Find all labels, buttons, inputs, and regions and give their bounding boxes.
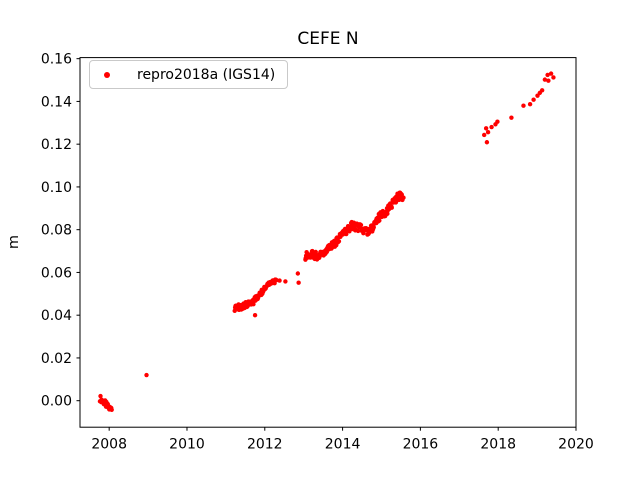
y-tick-label: 0.10 bbox=[41, 180, 72, 196]
data-point bbox=[495, 119, 500, 124]
data-point bbox=[389, 205, 394, 210]
data-point bbox=[344, 231, 349, 237]
data-point bbox=[542, 77, 548, 82]
data-point bbox=[401, 195, 406, 200]
data-point bbox=[109, 407, 114, 412]
data-point bbox=[371, 225, 376, 230]
x-tick-label: 2008 bbox=[91, 437, 127, 453]
axes-frame bbox=[79, 57, 577, 428]
data-point bbox=[252, 312, 258, 318]
y-tick-label: 0.12 bbox=[41, 137, 72, 153]
data-point bbox=[144, 372, 149, 378]
data-point bbox=[489, 124, 494, 130]
data-point bbox=[509, 115, 514, 120]
y-tick-label: 0.14 bbox=[41, 94, 72, 110]
y-tick-label: 0.08 bbox=[41, 223, 72, 239]
y-tick-label: 0.04 bbox=[41, 308, 72, 324]
x-tick-label: 2016 bbox=[403, 437, 439, 453]
x-tick-label: 2018 bbox=[480, 437, 516, 453]
x-tick-label: 2014 bbox=[325, 437, 361, 453]
data-point bbox=[545, 72, 550, 78]
data-point bbox=[521, 103, 526, 108]
data-point bbox=[481, 132, 487, 138]
y-tick-label: 0.06 bbox=[41, 265, 72, 281]
data-point bbox=[551, 75, 556, 80]
data-point bbox=[358, 222, 364, 228]
data-point bbox=[484, 140, 490, 145]
data-point bbox=[336, 239, 342, 244]
data-point bbox=[531, 97, 536, 102]
chart-title: CEFE N bbox=[297, 29, 359, 49]
legend: repro2018a (IGS14) bbox=[89, 60, 289, 89]
data-point bbox=[485, 130, 491, 135]
scatter-series bbox=[97, 71, 556, 412]
data-point bbox=[539, 88, 545, 93]
data-point bbox=[527, 102, 533, 107]
data-point bbox=[283, 279, 288, 284]
y-tick-label: 0.02 bbox=[41, 351, 72, 367]
data-point bbox=[546, 78, 551, 83]
data-point bbox=[377, 218, 382, 223]
legend-marker-dot bbox=[104, 71, 110, 78]
data-point bbox=[251, 301, 256, 307]
data-point bbox=[274, 277, 279, 283]
data-point bbox=[548, 71, 554, 76]
x-tick-label: 2012 bbox=[247, 437, 283, 453]
data-point bbox=[296, 280, 301, 285]
data-point bbox=[98, 393, 103, 399]
y-tick-label: 0.16 bbox=[41, 52, 72, 68]
data-point bbox=[295, 271, 301, 276]
legend-series-label: repro2018a (IGS14) bbox=[137, 66, 276, 83]
data-point bbox=[483, 126, 489, 131]
x-tick-label: 2020 bbox=[558, 437, 594, 453]
data-point bbox=[277, 278, 282, 283]
y-tick-label: 0.00 bbox=[41, 394, 72, 410]
data-point bbox=[355, 228, 361, 234]
x-tick-label: 2010 bbox=[169, 437, 205, 453]
